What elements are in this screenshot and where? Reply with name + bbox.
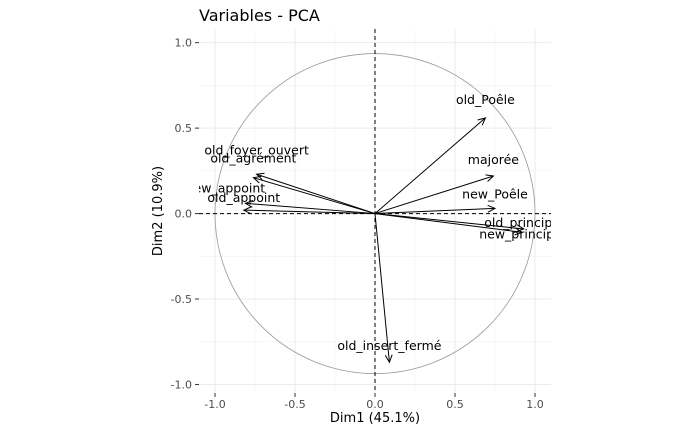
arrow-new-appoint: [245, 202, 376, 215]
arrowhead-old-foyer-ouvert: [255, 172, 265, 181]
arrowhead-old-insert-ferm-: [384, 354, 393, 364]
y-tick-label: -0.5: [171, 293, 192, 306]
x-tick-label: 0.5: [446, 398, 464, 411]
y-tick-label: 0.0: [175, 208, 193, 221]
arrow-old-po-le: [374, 117, 486, 214]
label-old-appoint: old_appoint: [207, 190, 280, 205]
x-axis-title: Dim1 (45.1%): [330, 411, 420, 426]
arrow-new-po-le: [374, 207, 496, 215]
arrow-old-foyer-ouvert: [256, 173, 376, 215]
y-axis-title: Dim2 (10.9%): [151, 166, 166, 256]
arrow-old-agr-ment: [253, 177, 376, 215]
arrowhead-major-e: [485, 174, 495, 182]
arrowhead-old-agr-ment: [252, 175, 262, 184]
x-tick-label: -0.5: [284, 398, 305, 411]
label-old-agr-ment: old_agrément: [210, 151, 296, 166]
arrowhead-old-principal: [516, 224, 525, 233]
label-new-appoint: new_appoint: [186, 180, 266, 195]
x-tick-label: 1.0: [526, 398, 544, 411]
y-tick-label: 1.0: [175, 37, 193, 50]
arrow-old-appoint: [243, 209, 376, 215]
y-tick-label: -1.0: [171, 378, 192, 391]
y-tick-label: 0.5: [175, 122, 193, 135]
arrow-major-e: [374, 175, 494, 215]
label-old-principal: old_principal: [484, 215, 563, 230]
label-new-po-le: new_Poêle: [462, 186, 528, 201]
arrowhead-old-po-le: [477, 117, 487, 126]
variable-labels: old_Poêlemajoréenew_Poêleold_principalne…: [186, 92, 565, 353]
variable-arrows: [242, 117, 525, 364]
arrow-new-principal: [374, 213, 523, 233]
arrowhead-new-appoint: [244, 199, 254, 208]
arrow-old-insert-ferm-: [374, 213, 390, 363]
label-new-principal: new_principal: [479, 226, 565, 241]
x-tick-label: 0.0: [366, 398, 384, 411]
arrowhead-new-po-le: [487, 204, 497, 213]
label-old-insert-ferm-: old_insert_fermé: [337, 338, 441, 353]
arrowhead-old-appoint: [242, 206, 252, 215]
x-tick-label: -1.0: [204, 398, 225, 411]
label-old-po-le: old_Poêle: [456, 92, 515, 107]
arrow-old-principal: [374, 213, 524, 230]
y-axis-ticks: -1.0 -0.5 0.0 0.5 1.0: [171, 37, 199, 391]
chart-title: Variables - PCA: [199, 6, 320, 25]
x-axis-ticks: -1.0 -0.5 0.0 0.5 1.0: [204, 393, 544, 411]
label-major-e: majorée: [468, 152, 520, 167]
arrowhead-new-principal: [514, 227, 524, 236]
label-old-foyer-ouvert: old_foyer_ouvert: [204, 142, 309, 157]
